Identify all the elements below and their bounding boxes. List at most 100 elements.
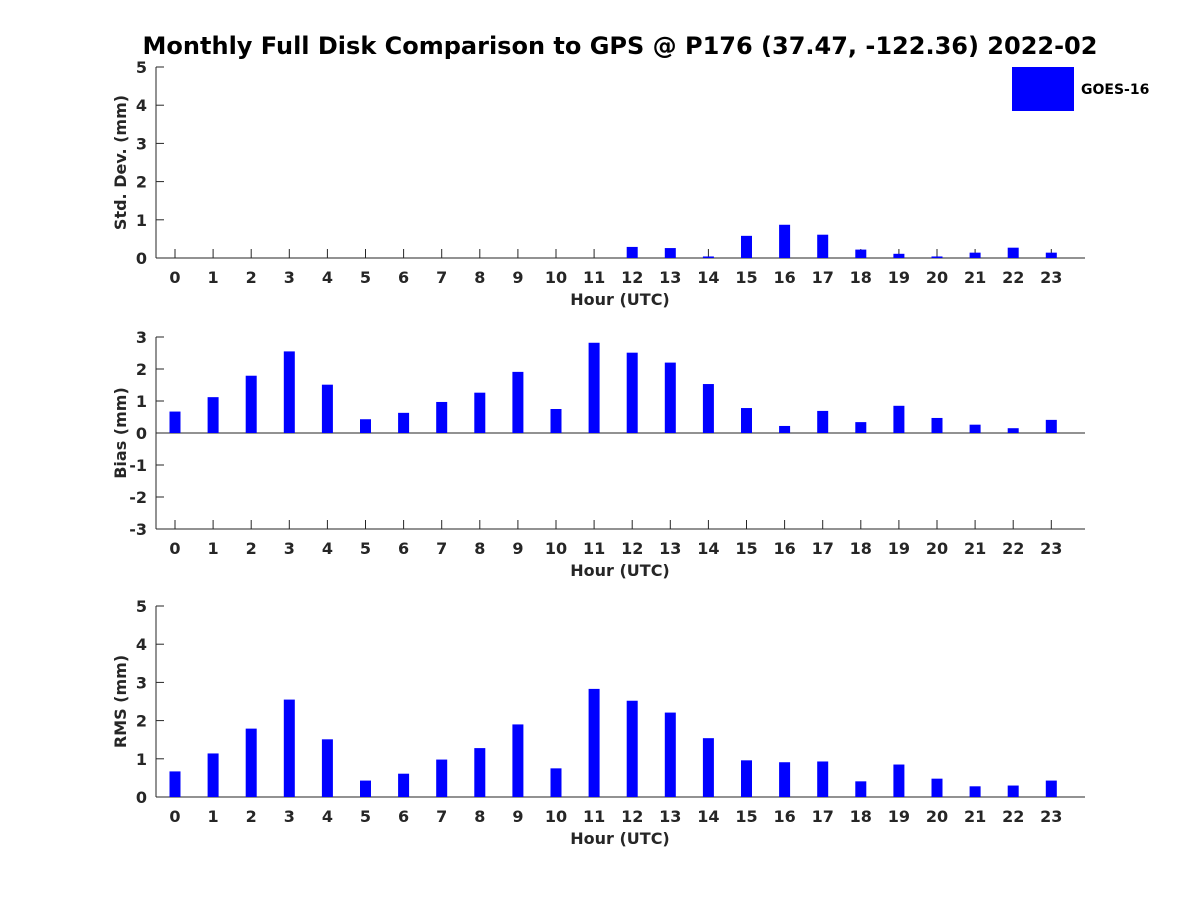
bias-bar-hour-4 [321,384,333,433]
rms-x-tick-label: 7 [436,807,447,826]
rms-x-tick-label: 3 [284,807,295,826]
std-dev-x-tick-label: 22 [1002,268,1024,287]
std-dev-bar-hour-15 [741,235,752,258]
std-dev-x-tick-label: 11 [583,268,605,287]
std-dev-x-tick-label: 4 [322,268,333,287]
std-dev-x-tick-label: 16 [773,268,795,287]
rms-bar-hour-22 [1007,785,1019,797]
rms-y-tick-label: 5 [136,597,147,616]
rms-bar-hour-17 [817,761,829,797]
bias-bar-hour-15 [741,408,752,433]
std-dev-x-tick-label: 6 [398,268,409,287]
rms-x-tick-label: 9 [512,807,523,826]
bias-x-tick-label: 14 [697,539,719,558]
bias-bar-hour-8 [474,392,486,433]
bias-bar-hour-20 [931,417,943,433]
bias-bar-hour-23 [1045,419,1057,433]
bias-y-tick-label: 0 [136,424,147,443]
bias-x-tick-label: 17 [812,539,834,558]
bias-x-tick-label: 9 [512,539,523,558]
bias-y-tick-label: 3 [136,328,147,347]
bias-bar-hour-16 [779,425,791,433]
rms-x-tick-label: 1 [208,807,219,826]
rms-x-tick-label: 11 [583,807,605,826]
legend-label: GOES-16 [1081,82,1149,98]
rms-x-axis-label: Hour (UTC) [570,829,670,848]
std-dev-x-tick-label: 8 [474,268,485,287]
rms-bar-hour-16 [779,762,791,797]
rms-x-tick-label: 18 [850,807,872,826]
bias-x-tick-label: 1 [208,539,219,558]
std-dev-y-tick-label: 1 [136,211,147,230]
std-dev-x-tick-label: 14 [697,268,719,287]
std-dev-x-tick-label: 1 [208,268,219,287]
rms-x-tick-label: 12 [621,807,643,826]
bias-x-tick-label: 20 [926,539,948,558]
bias-x-tick-label: 22 [1002,539,1024,558]
bias-x-tick-label: 15 [735,539,757,558]
rms-x-tick-label: 17 [812,807,834,826]
bias-bar-hour-21 [969,424,981,433]
rms-x-tick-label: 22 [1002,807,1024,826]
bias-x-tick-label: 10 [545,539,567,558]
bias-bar-hour-5 [360,419,371,433]
bias-bar-hour-19 [893,405,905,433]
rms-bar-hour-19 [893,764,905,797]
std-dev-bar-hour-19 [893,253,905,258]
legend-swatch [1012,67,1074,111]
rms-bar-hour-23 [1045,780,1057,797]
bias-x-tick-label: 5 [360,539,371,558]
rms-bar-hour-0 [169,771,181,797]
std-dev-x-tick-label: 18 [850,268,872,287]
bias-bar-hour-13 [664,362,676,433]
rms-bar-hour-6 [398,773,410,797]
bias-x-tick-label: 19 [888,539,910,558]
rms-x-tick-label: 13 [659,807,681,826]
bias-bar-hour-3 [283,351,295,433]
bias-bar-hour-10 [550,409,562,433]
std-dev-y-tick-label: 3 [136,134,147,153]
std-dev-y-tick-label: 0 [136,249,147,268]
bias-bar-hour-2 [245,375,257,433]
std-dev-bar-hour-23 [1045,252,1057,258]
bias-x-tick-label: 6 [398,539,409,558]
std-dev-x-tick-label: 3 [284,268,295,287]
rms-y-tick-label: 4 [136,635,147,654]
rms-x-tick-label: 2 [246,807,257,826]
bias-x-tick-label: 18 [850,539,872,558]
bias-x-tick-label: 23 [1040,539,1062,558]
rms-bar-hour-7 [436,759,448,797]
rms-x-tick-label: 5 [360,807,371,826]
bias-x-tick-label: 11 [583,539,605,558]
rms-y-tick-label: 0 [136,788,147,807]
std-dev-x-tick-label: 23 [1040,268,1062,287]
bias-bar-hour-12 [626,352,638,433]
rms-x-tick-label: 20 [926,807,948,826]
rms-bar-hour-21 [969,786,981,797]
rms-x-tick-label: 16 [773,807,795,826]
bias-bar-hour-1 [207,397,219,433]
std-dev-bar-hour-13 [664,248,676,258]
rms-bar-hour-14 [702,738,714,797]
std-dev-x-tick-label: 9 [512,268,523,287]
rms-y-tick-label: 1 [136,750,147,769]
rms-bar-hour-2 [245,728,257,797]
rms-x-tick-label: 23 [1040,807,1062,826]
bias-x-tick-label: 2 [246,539,257,558]
std-dev-x-axis-label: Hour (UTC) [570,290,670,309]
std-dev-x-tick-label: 0 [169,268,180,287]
rms-x-tick-label: 21 [964,807,986,826]
std-dev-x-tick-label: 5 [360,268,371,287]
bias-y-axis-label: Bias (mm) [111,387,130,479]
rms-x-tick-label: 10 [545,807,567,826]
std-dev-x-tick-label: 13 [659,268,681,287]
std-dev-y-tick-label: 2 [136,173,147,192]
std-dev-x-tick-label: 19 [888,268,910,287]
bias-bar-hour-14 [702,384,714,433]
bias-x-tick-label: 4 [322,539,333,558]
std-dev-x-tick-label: 7 [436,268,447,287]
